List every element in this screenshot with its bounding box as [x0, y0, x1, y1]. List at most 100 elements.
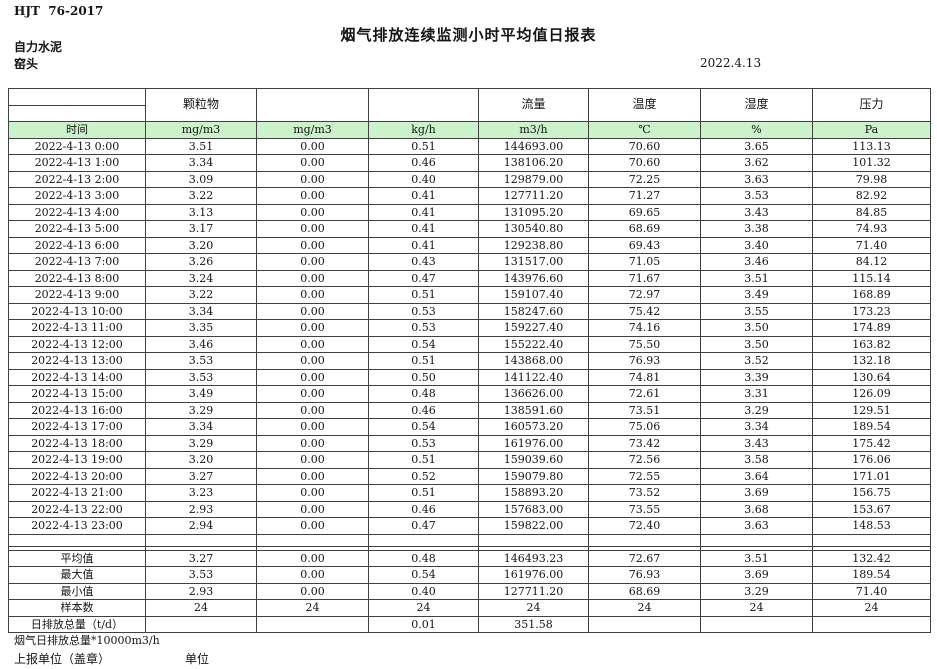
- value-cell: 74.93: [812, 220, 931, 238]
- time-cell: 2022-4-13 22:00: [8, 500, 146, 518]
- table-row: 2022-4-13 21:00 3.23 0.00 0.51 158893.20 73.5…: [8, 484, 931, 502]
- time-cell: 2022-4-13 21:00: [8, 484, 146, 502]
- value-cell: 3.51: [700, 269, 813, 287]
- unit-label: 单位: [185, 652, 210, 666]
- summary-value-cell: 71.40: [812, 582, 931, 600]
- value-cell: 0.53: [368, 434, 479, 452]
- unit-header-cell: mg/m3: [145, 121, 257, 139]
- value-cell: 0.00: [256, 467, 369, 485]
- value-cell: 0.00: [256, 137, 369, 155]
- value-cell: 3.09: [145, 170, 257, 188]
- summary-value-cell: 24: [478, 599, 589, 617]
- value-cell: 136626.00: [478, 385, 589, 403]
- value-cell: 159039.60: [478, 451, 589, 469]
- summary-value-cell: 3.51: [700, 549, 813, 567]
- value-cell: 3.51: [145, 137, 257, 155]
- value-cell: 0.00: [256, 500, 369, 518]
- page-title: 烟气排放连续监测小时平均值日报表: [340, 26, 597, 44]
- summary-value-cell: 3.29: [700, 582, 813, 600]
- summary-value-cell: 132.42: [812, 549, 931, 567]
- value-cell: 2.94: [145, 517, 257, 535]
- value-cell: 73.42: [588, 434, 701, 452]
- value-cell: 3.29: [145, 401, 257, 419]
- value-cell: 126.09: [812, 385, 931, 403]
- time-cell: 2022-4-13 2:00: [8, 170, 146, 188]
- value-cell: 138591.60: [478, 401, 589, 419]
- table-row: 2022-4-13 1:00 3.34 0.00 0.46 138106.20 70.60…: [8, 154, 931, 172]
- value-cell: 3.43: [700, 203, 813, 221]
- summary-label: 最大值: [8, 566, 146, 584]
- value-cell: 71.05: [588, 253, 701, 271]
- table-row: 2022-4-13 13:00 3.53 0.00 0.51 143868.00 76.9…: [8, 352, 931, 370]
- summary-value-cell: 0.00: [256, 582, 369, 600]
- summary-value-cell: 146493.23: [478, 549, 589, 567]
- time-cell: 2022-4-13 6:00: [8, 236, 146, 254]
- report-table-head: 颗粒物 流量 温度 湿度 压力 时间 mg/m3 mg/m3 kg/h m3/h ℃% Pa: [8, 88, 931, 139]
- value-cell: 79.98: [812, 170, 931, 188]
- time-cell: 2022-4-13 20:00: [8, 467, 146, 485]
- value-cell: 189.54: [812, 418, 931, 436]
- unit-header-cell: %: [700, 121, 813, 139]
- summary-value-cell: 3.69: [700, 566, 813, 584]
- value-cell: 3.49: [145, 385, 257, 403]
- summary-label: 平均值: [8, 549, 146, 567]
- blank-cell: [256, 533, 369, 547]
- value-cell: 144693.00: [478, 137, 589, 155]
- summary-label: 样本数: [8, 599, 146, 617]
- group-header-cell: 颗粒物: [145, 88, 257, 122]
- value-cell: 3.68: [700, 500, 813, 518]
- value-cell: 161976.00: [478, 434, 589, 452]
- table-row: 2022-4-13 8:00 3.24 0.00 0.47 143976.60 71.67…: [8, 269, 931, 287]
- value-cell: 72.55: [588, 467, 701, 485]
- value-cell: 127711.20: [478, 187, 589, 205]
- value-cell: 72.61: [588, 385, 701, 403]
- value-cell: 148.53: [812, 517, 931, 535]
- table-row: 2022-4-13 15:00 3.49 0.00 0.48 136626.00 72.6…: [8, 385, 931, 403]
- unit-header-cell: kg/h: [368, 121, 479, 139]
- value-cell: 0.00: [256, 302, 369, 320]
- value-cell: 0.47: [368, 517, 479, 535]
- value-cell: 130540.80: [478, 220, 589, 238]
- value-cell: 3.53: [700, 187, 813, 205]
- value-cell: 75.42: [588, 302, 701, 320]
- summary-value-cell: 24: [145, 599, 257, 617]
- table-row: 2022-4-13 19:00 3.20 0.00 0.51 159039.60 72.5…: [8, 451, 931, 469]
- time-cell: 2022-4-13 7:00: [8, 253, 146, 271]
- value-cell: 3.34: [145, 154, 257, 172]
- value-cell: 84.85: [812, 203, 931, 221]
- time-cell: 2022-4-13 8:00: [8, 269, 146, 287]
- table-row: 2022-4-13 14:00 3.53 0.00 0.50 141122.40 74.8…: [8, 368, 931, 386]
- value-cell: 0.41: [368, 187, 479, 205]
- value-cell: 0.00: [256, 418, 369, 436]
- value-cell: 143976.60: [478, 269, 589, 287]
- time-cell: 2022-4-13 13:00: [8, 352, 146, 370]
- unit-header-cell: mg/m3: [256, 121, 369, 139]
- group-header-cell: [368, 88, 479, 122]
- time-cell: 2022-4-13 18:00: [8, 434, 146, 452]
- value-cell: 115.14: [812, 269, 931, 287]
- value-cell: 3.62: [700, 154, 813, 172]
- value-cell: 113.13: [812, 137, 931, 155]
- value-cell: 3.50: [700, 319, 813, 337]
- time-header-split-bottom: [8, 104, 146, 122]
- value-cell: 0.53: [368, 302, 479, 320]
- company-name: 自力水泥: [14, 40, 63, 54]
- value-cell: 3.22: [145, 286, 257, 304]
- value-cell: 0.53: [368, 319, 479, 337]
- value-cell: 168.89: [812, 286, 931, 304]
- value-cell: 171.01: [812, 467, 931, 485]
- value-cell: 3.31: [700, 385, 813, 403]
- value-cell: 0.54: [368, 418, 479, 436]
- summary-value-cell: [812, 615, 931, 633]
- value-cell: 0.00: [256, 236, 369, 254]
- value-cell: 0.51: [368, 352, 479, 370]
- unit-header-row: 时间 mg/m3 mg/m3 kg/h m3/h ℃% Pa: [8, 121, 931, 139]
- value-cell: 0.00: [256, 319, 369, 337]
- table-row: 2022-4-13 11:00 3.35 0.00 0.53 159227.40 74.1…: [8, 319, 931, 337]
- value-cell: 75.50: [588, 335, 701, 353]
- summary-value-cell: 2.93: [145, 582, 257, 600]
- table-row: 2022-4-13 4:00 3.13 0.00 0.41 131095.20 69.65…: [8, 203, 931, 221]
- value-cell: 3.38: [700, 220, 813, 238]
- summary-value-cell: 0.01: [368, 615, 479, 633]
- summary-label: 最小值: [8, 582, 146, 600]
